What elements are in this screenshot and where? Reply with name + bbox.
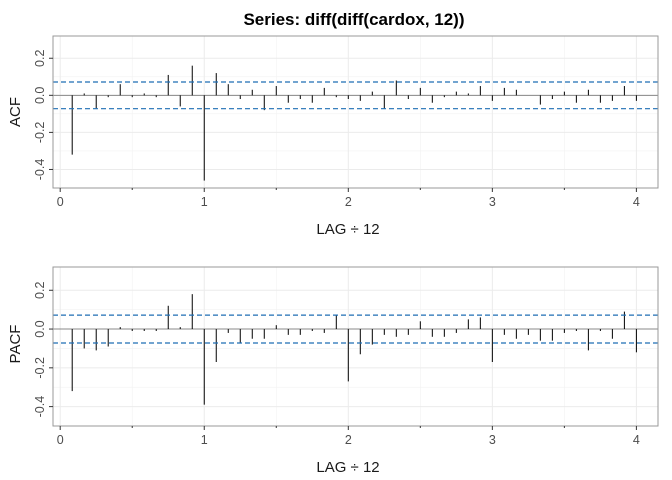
pacf-plot-area: [53, 267, 658, 426]
pacf-x-tick-label: 2: [345, 433, 352, 447]
pacf-y-axis-label: PACF: [7, 325, 24, 364]
acf-x-tick-label: 0: [57, 195, 64, 209]
acf-y-axis-label: ACF: [7, 97, 24, 127]
chart-title: Series: diff(diff(cardox, 12)): [243, 10, 464, 29]
pacf-y-tick-label: 0.2: [33, 282, 47, 299]
pacf-x-tick-label: 0: [57, 433, 64, 447]
acf-panel: ACF LAG ÷ 12 0 1 2 3 4 0.2 0.0 -0.2 -0.4: [7, 35, 659, 238]
pacf-x-tick-label: 3: [489, 433, 496, 447]
acf-plot-area: [53, 36, 658, 188]
pacf-panel: PACF LAG ÷ 12 0 1 2 3 4 0.2 0.0 -0.2 -0.4: [7, 266, 659, 476]
pacf-y-tick-label: -0.2: [33, 357, 47, 379]
pacf-y-tick-label: -0.4: [33, 396, 47, 418]
acf-x-tick-label: 3: [489, 195, 496, 209]
acf-y-tick-label: 0.0: [33, 87, 47, 104]
pacf-panel-border: [52, 266, 659, 427]
acf-x-tick-label: 2: [345, 195, 352, 209]
acf-y-tick-label: -0.2: [33, 122, 47, 144]
pacf-x-tick-label: 1: [201, 433, 208, 447]
pacf-x-axis-label: LAG ÷ 12: [316, 459, 379, 476]
acf-y-tick-label: 0.2: [33, 50, 47, 67]
acf-x-tick-label: 4: [633, 195, 640, 209]
acf-x-axis-label: LAG ÷ 12: [316, 221, 379, 238]
acf-x-tick-label: 1: [201, 195, 208, 209]
acf-y-tick-label: -0.4: [33, 159, 47, 181]
pacf-y-tick-label: 0.0: [33, 320, 47, 337]
pacf-x-tick-label: 4: [633, 433, 640, 447]
acf-panel-border: [52, 35, 659, 189]
